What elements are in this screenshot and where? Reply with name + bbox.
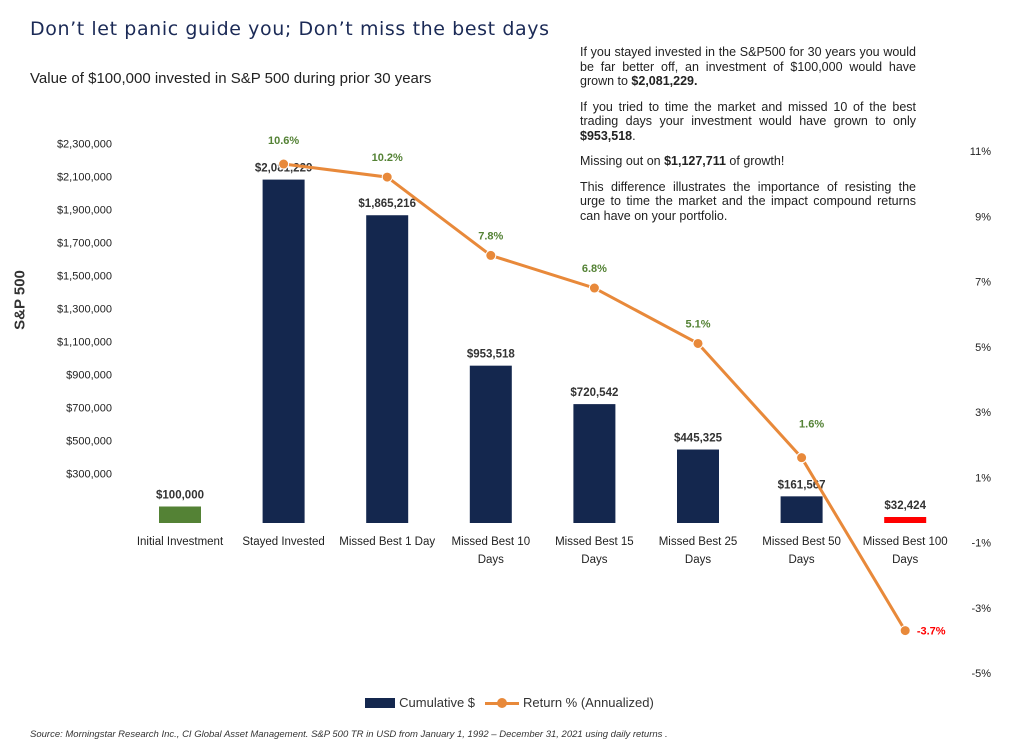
return-value-label: 10.6% (268, 135, 299, 147)
commentary-text: If you stayed invested in the S&P500 for… (580, 45, 916, 234)
category-label: Missed Best 15 (555, 536, 634, 548)
commentary-paragraph-2: If you tried to time the market and miss… (580, 99, 916, 143)
bar (780, 496, 823, 523)
right-axis-tick-label: 3% (975, 407, 991, 419)
category-label: Days (892, 554, 918, 566)
left-axis-tick-label: $300,000 (66, 469, 112, 481)
category-label: Days (685, 554, 711, 566)
chart-title: Don’t let panic guide you; Don’t miss th… (30, 18, 550, 40)
left-axis-tick-label: $1,300,000 (57, 304, 112, 316)
return-point (899, 625, 911, 637)
return-value-label: 1.6% (799, 419, 824, 431)
bar (469, 365, 512, 523)
legend-bar-swatch (365, 697, 396, 708)
category-label: Days (581, 554, 607, 566)
category-label: Missed Best 100 (863, 536, 948, 548)
right-axis-tick-label: 11% (970, 146, 991, 158)
right-axis-tick-label: -3% (971, 603, 991, 615)
commentary-paragraph-3: Missing out on $1,127,711 of growth! (580, 154, 785, 168)
commentary-paragraph-4: This difference illustrates the importan… (580, 179, 916, 223)
return-point (588, 282, 600, 294)
legend-item-cumulative: Cumulative $ (365, 695, 475, 710)
bar-value-label: $32,424 (884, 500, 926, 512)
left-axis-tick-label: $1,700,000 (57, 238, 112, 250)
chart-legend: Cumulative $ Return % (Annualized) (0, 695, 1019, 710)
left-axis-tick-label: $2,300,000 (57, 139, 112, 151)
category-label: Days (788, 554, 814, 566)
return-point (381, 171, 393, 183)
bar-value-label: $953,518 (467, 349, 516, 361)
left-axis-tick-label: $700,000 (66, 403, 112, 415)
right-axis-tick-label: 7% (975, 277, 991, 289)
chart-subtitle: Value of $100,000 invested in S&P 500 du… (30, 70, 432, 87)
category-label: Missed Best 1 Day (339, 536, 435, 548)
legend-label-cumulative: Cumulative $ (399, 695, 476, 710)
left-axis-tick-label: $500,000 (66, 436, 112, 448)
return-value-label: 5.1% (685, 318, 710, 330)
bar (262, 179, 305, 523)
bar-value-label: $720,542 (570, 387, 618, 399)
legend-label-return: Return % (Annualized) (523, 695, 654, 710)
right-axis-tick-label: 9% (975, 211, 991, 223)
return-point (692, 337, 704, 349)
bar (366, 215, 409, 523)
bar (573, 404, 616, 523)
bar-value-label: $1,865,216 (358, 198, 416, 210)
return-point (796, 452, 808, 464)
category-label: Days (478, 554, 504, 566)
right-axis-tick-label: 5% (975, 342, 991, 354)
category-label: Missed Best 10 (451, 536, 530, 548)
category-label: Stayed Invested (242, 536, 324, 548)
bar (677, 449, 719, 523)
return-value-label: -3.7% (917, 626, 946, 638)
commentary-paragraph-1: If you stayed invested in the S&P500 for… (580, 45, 916, 88)
bar-value-label: $100,000 (156, 490, 204, 502)
bar (884, 517, 927, 523)
left-axis-tick-label: $2,100,000 (57, 172, 112, 184)
category-label: Missed Best 50 (762, 536, 841, 548)
right-axis-tick-label: -1% (971, 538, 991, 550)
left-axis-tick-label: $1,100,000 (57, 337, 112, 349)
legend-line-swatch (485, 697, 520, 709)
category-label: Missed Best 25 (659, 536, 738, 548)
legend-item-return: Return % (Annualized) (485, 695, 654, 710)
left-axis-tick-label: $1,500,000 (57, 271, 112, 283)
return-value-label: 6.8% (582, 263, 607, 275)
return-point (278, 158, 290, 170)
bar-value-label: $445,325 (674, 433, 723, 445)
left-axis-tick-label: $1,900,000 (57, 205, 112, 217)
right-axis-tick-label: -5% (971, 668, 991, 680)
right-axis-tick-label: 1% (975, 472, 991, 484)
return-value-label: 10.2% (372, 152, 403, 164)
bar (159, 506, 201, 523)
return-value-label: 7.8% (478, 230, 503, 242)
return-point (485, 249, 497, 261)
category-label: Initial Investment (137, 536, 224, 548)
source-note: Source: Morningstar Research Inc., CI Gl… (30, 729, 668, 740)
left-axis-tick-label: $900,000 (66, 370, 112, 382)
bar-value-label: $161,567 (778, 479, 826, 491)
